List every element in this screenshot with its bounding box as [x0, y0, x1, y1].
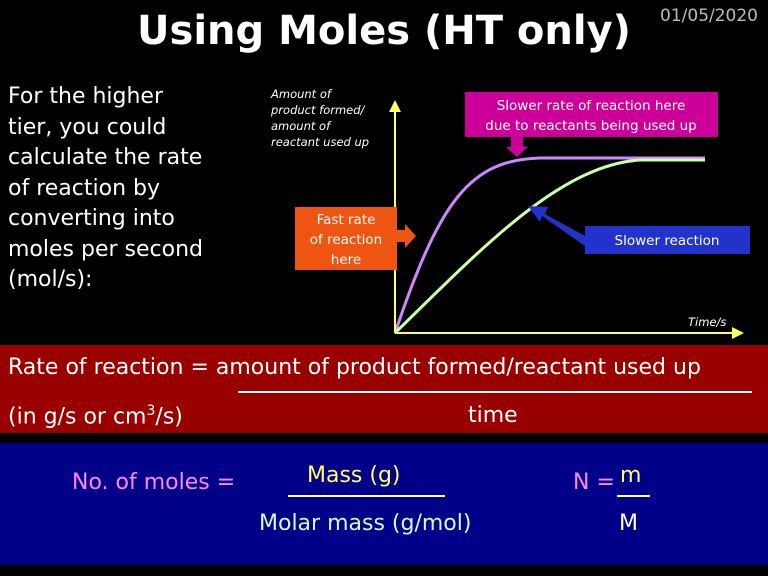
x-arrow — [732, 327, 744, 339]
rate-units: (in g/s or cm3/s) — [8, 403, 183, 429]
callout-arrow — [528, 206, 585, 246]
slow-curve — [393, 158, 705, 335]
moles-label: No. of moles = — [72, 470, 236, 495]
short-numerator: m — [620, 463, 642, 488]
moles-numerator: Mass (g) — [307, 463, 401, 488]
callout-text: Fast rate — [317, 212, 376, 228]
callout-box — [585, 226, 750, 254]
y-axis-label: Amount of — [270, 87, 333, 101]
callout-arrow — [397, 224, 416, 248]
x-axis-label: Time/s — [688, 315, 726, 329]
callout-text: of reaction — [310, 232, 382, 248]
y-axis-label: amount of — [271, 119, 332, 133]
fraction-line — [238, 391, 752, 393]
intro-line: of reaction by — [8, 175, 160, 201]
moles-band: No. of moles = Mass (g) Molar mass (g/mo… — [0, 443, 768, 565]
graph: Amount of product formed/ amount of reac… — [270, 87, 750, 339]
rate-denominator: time — [468, 403, 518, 428]
y-axis-label: product formed/ — [270, 103, 366, 117]
intro-line: converting into — [8, 206, 175, 231]
units-text: /s) — [155, 404, 183, 430]
intro-line: For the higher — [8, 84, 164, 109]
fast-curve — [393, 156, 705, 334]
callout-text: due to reactants being used up — [485, 118, 697, 134]
intro-line: (mol/s): — [8, 267, 93, 292]
intro-line: tier, you could — [8, 114, 167, 140]
y-axis-label: reactant used up — [271, 135, 369, 149]
title: Using Moles (HT only) — [137, 8, 631, 54]
moles-denominator: Molar mass (g/mol) — [259, 511, 472, 536]
intro-line: calculate the rate — [8, 145, 203, 170]
date: 01/05/2020 — [660, 6, 758, 26]
callout-text: Slower reaction — [615, 233, 720, 249]
fraction-line — [288, 495, 445, 497]
intro-line: moles per second — [8, 236, 203, 262]
rate-equation: Rate of reaction = amount of product for… — [8, 355, 701, 380]
callout-arrow — [506, 137, 528, 157]
fraction-line — [617, 495, 650, 497]
y-arrow — [389, 100, 401, 112]
short-label: N = — [573, 470, 615, 495]
rate-band: Rate of reaction = amount of product for… — [0, 345, 768, 433]
callout-text: here — [331, 252, 361, 268]
intro-text: For the higher tier, you could calculate… — [8, 82, 203, 296]
callout-box — [295, 207, 397, 270]
callout-box — [465, 92, 718, 137]
callout-text: Slower rate of reaction here — [497, 98, 686, 114]
units-text: (in g/s or cm — [8, 404, 147, 430]
short-denominator: M — [619, 511, 638, 536]
units-sup: 3 — [146, 403, 156, 419]
